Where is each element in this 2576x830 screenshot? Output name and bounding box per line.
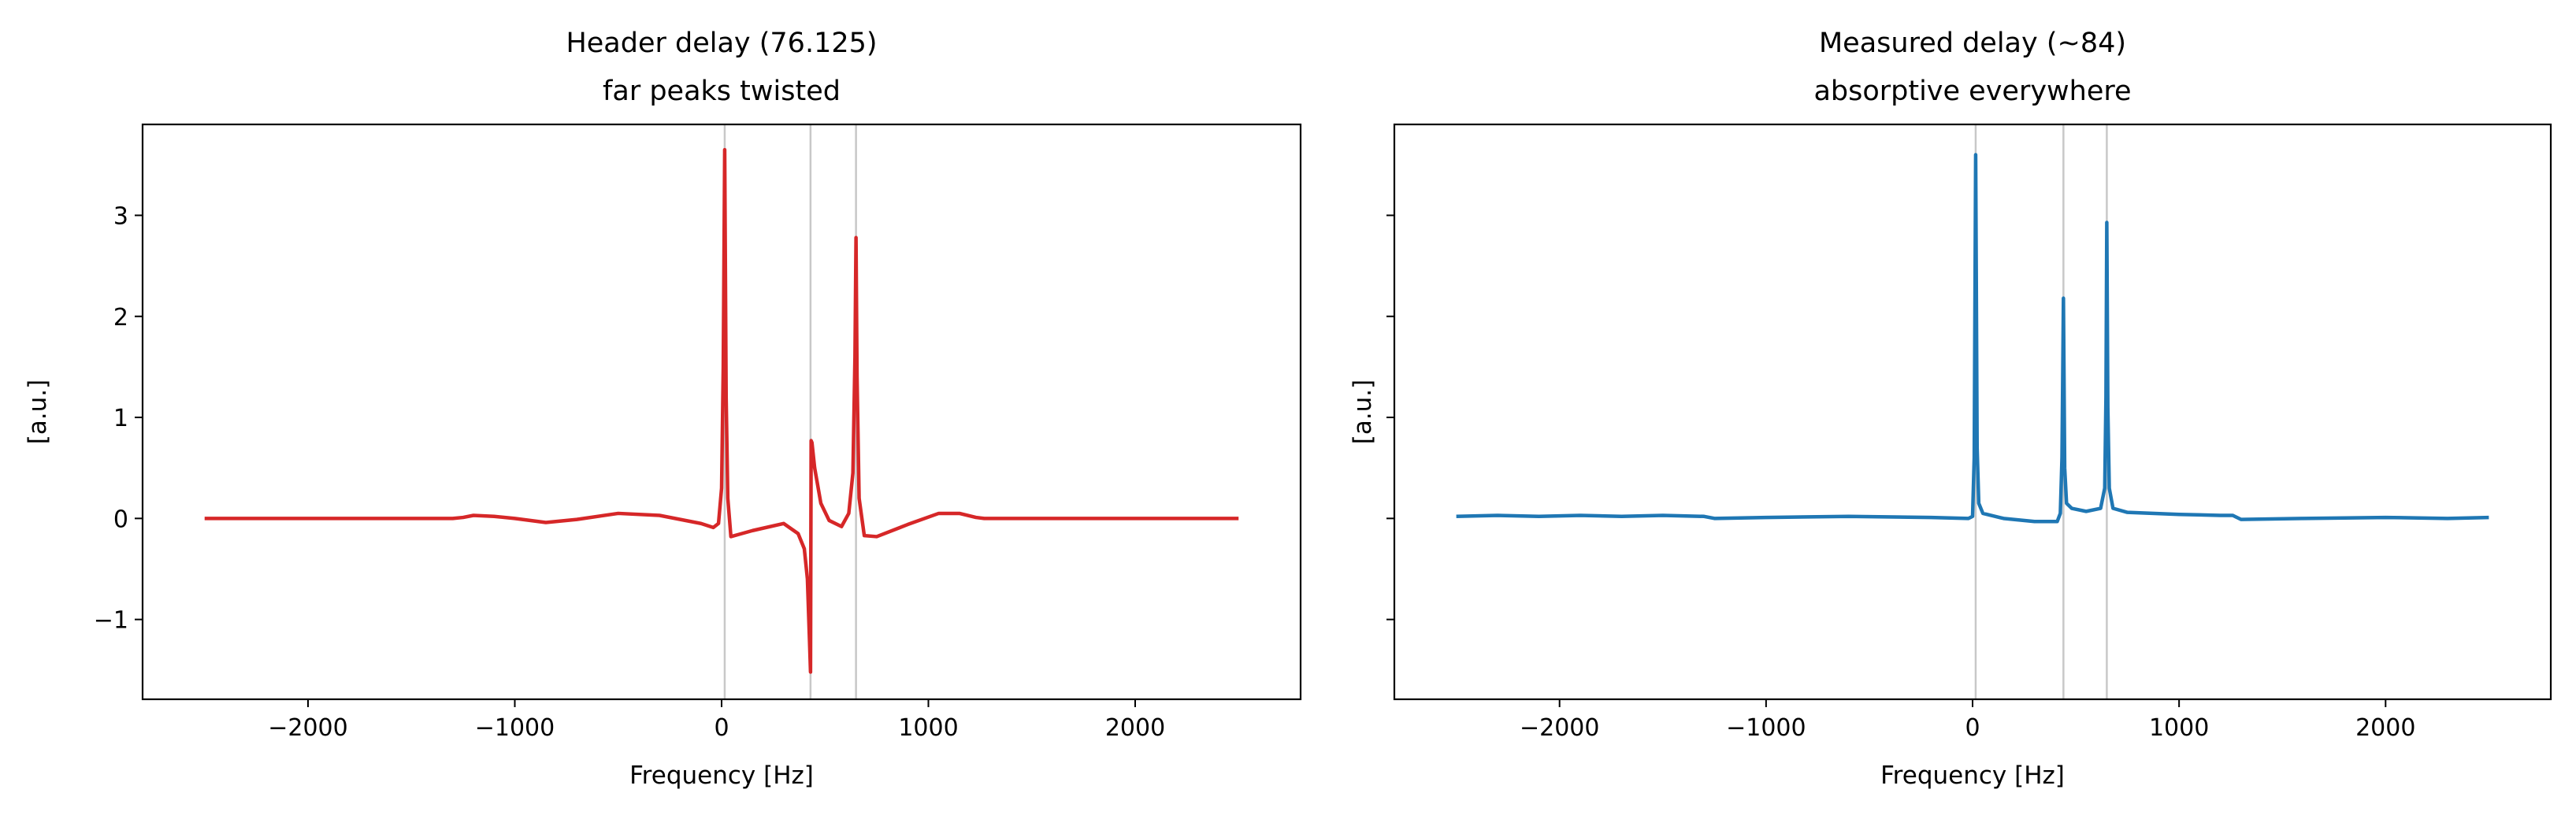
chart-title: Header delay (76.125) [566,28,877,59]
x-tick-label: 1000 [898,714,958,742]
x-tick-label: 0 [714,714,729,742]
x-tick-label: 1000 [2149,714,2209,742]
x-tick-label: −1000 [1726,714,1806,742]
plot-frame [1393,123,2552,701]
chart-subtitle: absorptive everywhere [1813,76,2131,107]
x-tick-label: −2000 [268,714,347,742]
x-tick-label: 2000 [1105,714,1165,742]
y-tick-label: 0 [113,506,128,533]
y-tick-label: −1 [94,607,128,635]
chart-title: Measured delay (~84) [1819,28,2126,59]
x-tick-label: 2000 [2355,714,2415,742]
x-axis-label: Frequency [Hz] [1880,761,2065,790]
y-tick-label: 3 [113,202,128,230]
x-axis-label: Frequency [Hz] [629,761,814,790]
data-line [1456,153,2489,524]
y-axis-label: [a.u.] [24,380,52,445]
y-axis-label: [a.u.] [1349,380,1377,445]
y-tick-label: 2 [113,304,128,332]
data-line [204,147,1239,674]
x-tick-label: −2000 [1520,714,1599,742]
x-tick-label: 0 [1965,714,1980,742]
plot-frame [141,123,1302,701]
y-tick-label: 1 [113,405,128,432]
chart-subtitle: far peaks twisted [603,76,841,107]
x-tick-label: −1000 [475,714,555,742]
